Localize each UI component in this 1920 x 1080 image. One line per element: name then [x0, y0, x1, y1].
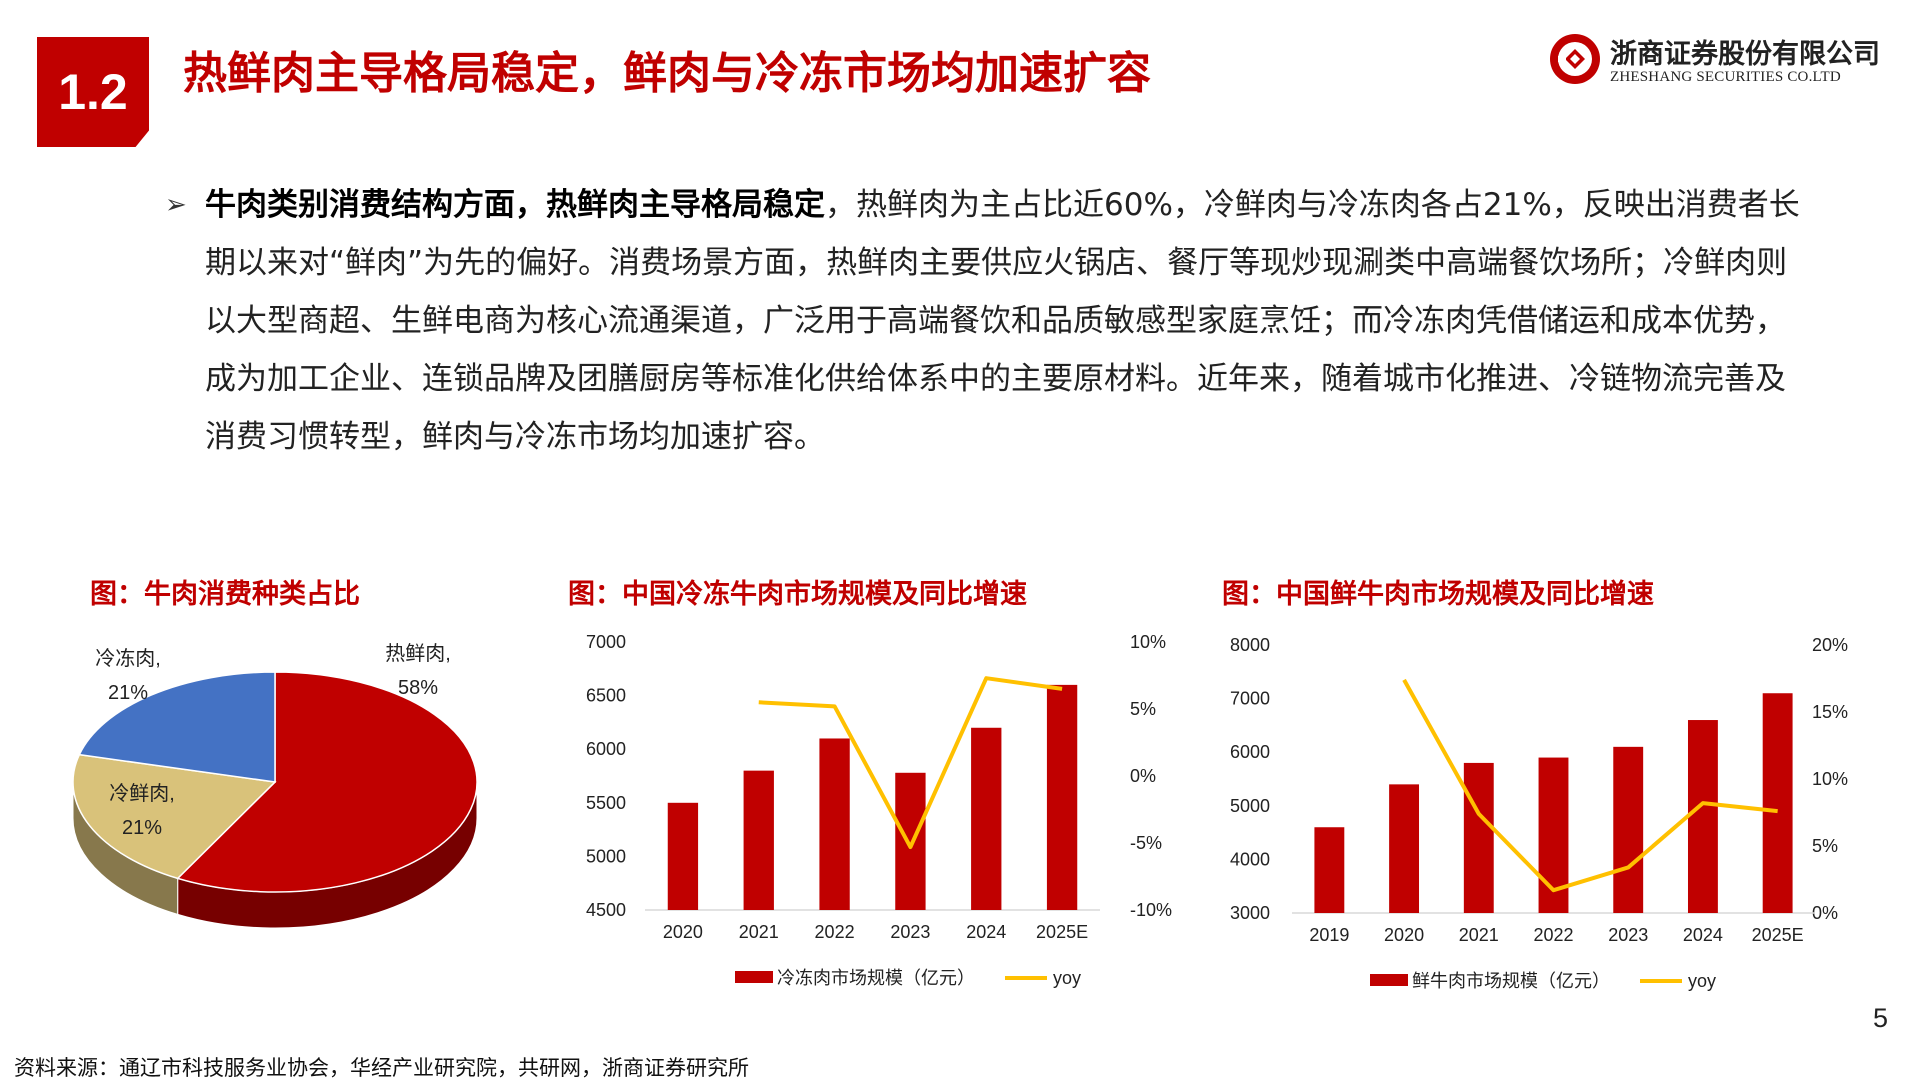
y-right-tick: -5% — [1130, 833, 1162, 853]
x-tick: 2024 — [1683, 925, 1723, 945]
y-right-tick: 0% — [1130, 766, 1156, 786]
x-tick: 2021 — [1459, 925, 1499, 945]
fresh-chart-title: 图：中国鲜牛肉市场规模及同比增速 — [1222, 579, 1654, 610]
y-left-tick: 6000 — [586, 739, 626, 759]
section-badge: 1.2 — [37, 37, 149, 147]
y-left-tick: 5000 — [1230, 796, 1270, 816]
x-tick: 2020 — [663, 922, 703, 942]
yoy-line — [1402, 678, 1778, 893]
x-tick: 2023 — [890, 922, 930, 942]
x-tick: 2019 — [1309, 925, 1349, 945]
yoy-line — [758, 676, 1063, 850]
y-left-tick: 5000 — [586, 846, 626, 866]
y-left-tick: 8000 — [1230, 635, 1270, 655]
y-right-tick: 10% — [1812, 769, 1848, 789]
legend-bar-swatch — [735, 971, 773, 983]
pie-chart-title: 图：牛肉消费种类占比 — [90, 579, 360, 610]
source-note: 资料来源：通辽市科技服务业协会，华经产业研究院，共研网，浙商证券研究所 — [14, 1056, 749, 1080]
y-left-tick: 7000 — [1230, 689, 1270, 709]
page-title: 热鲜肉主导格局稳定，鲜肉与冷冻市场均加速扩容 — [183, 48, 1151, 99]
x-tick: 2022 — [815, 922, 855, 942]
y-right-tick: 20% — [1812, 635, 1848, 655]
body-paragraph: 牛肉类别消费结构方面，热鲜肉主导格局稳定，热鲜肉为主占比近60%，冷鲜肉与冷冻肉… — [205, 176, 1815, 466]
y-left-tick: 7000 — [586, 632, 626, 652]
bar-2022 — [819, 738, 850, 910]
x-tick: 2024 — [966, 922, 1006, 942]
bar-2025E — [1046, 684, 1078, 910]
bar-2025E — [1762, 693, 1793, 913]
y-right-tick: 10% — [1130, 632, 1166, 652]
bar-2019 — [1314, 827, 1345, 913]
legend-bar-label: 鲜牛肉市场规模（亿元） — [1412, 971, 1610, 991]
company-logo: 浙商证券股份有限公司 ZHESHANG SECURITIES CO.LTD — [1548, 28, 1888, 92]
bar-2021 — [743, 770, 774, 910]
x-tick: 2023 — [1608, 925, 1648, 945]
pie-label-value: 21% — [122, 817, 162, 839]
pie-slice-冷冻肉 — [78, 671, 276, 783]
paragraph-text: ，热鲜肉为主占比近60%，冷鲜肉与冷冻肉各占21%，反映出消费者长期以来对“鲜肉… — [205, 187, 1800, 455]
section-number: 1.2 — [58, 64, 128, 120]
bullet-arrow-icon: ➢ — [165, 190, 187, 220]
y-right-tick: 5% — [1812, 836, 1838, 856]
y-right-tick: 15% — [1812, 702, 1848, 722]
frozen-chart-title: 图：中国冷冻牛肉市场规模及同比增速 — [568, 579, 1027, 610]
y-right-tick: 5% — [1130, 699, 1156, 719]
bar-2020 — [667, 802, 699, 910]
y-left-tick: 3000 — [1230, 903, 1270, 923]
x-tick: 2025E — [1752, 925, 1804, 945]
page-number: 5 — [1872, 1003, 1888, 1033]
bar-2023 — [895, 772, 926, 910]
x-tick: 2021 — [739, 922, 779, 942]
bar-2024 — [1687, 720, 1718, 913]
y-left-tick: 5500 — [586, 793, 626, 813]
zheshang-logo-icon — [1550, 34, 1600, 84]
legend-line-label: yoy — [1688, 971, 1716, 991]
bar-2020 — [1389, 784, 1420, 913]
bar-2024 — [971, 727, 1002, 910]
pie-label-value: 21% — [108, 682, 148, 704]
legend-bar-label: 冷冻肉市场规模（亿元） — [777, 968, 975, 988]
bar-2023 — [1613, 746, 1644, 913]
pie-slice-冷鲜肉 — [72, 753, 277, 880]
paragraph-lead: 牛肉类别消费结构方面，热鲜肉主导格局稳定 — [205, 187, 825, 223]
y-left-tick: 4500 — [586, 900, 626, 920]
pie-slice-热鲜肉 — [176, 671, 478, 893]
pie-label-value: 58% — [398, 677, 438, 699]
y-left-tick: 6500 — [586, 686, 626, 706]
x-tick: 2022 — [1533, 925, 1573, 945]
y-left-tick: 4000 — [1230, 849, 1270, 869]
x-tick: 2025E — [1036, 922, 1088, 942]
logo-chinese-name: 浙商证券股份有限公司 — [1610, 39, 1880, 70]
legend-line-label: yoy — [1053, 968, 1081, 988]
y-right-tick: 0% — [1812, 903, 1838, 923]
bar-2021 — [1463, 762, 1494, 913]
y-left-tick: 6000 — [1230, 742, 1270, 762]
logo-english-name: ZHESHANG SECURITIES CO.LTD — [1610, 69, 1841, 85]
pie-label-name: 冷冻肉, — [95, 647, 161, 670]
y-right-tick: -10% — [1130, 900, 1172, 920]
pie-label-name: 热鲜肉, — [385, 642, 451, 665]
x-tick: 2020 — [1384, 925, 1424, 945]
legend-bar-swatch — [1370, 974, 1408, 986]
pie-label-name: 冷鲜肉, — [109, 782, 175, 805]
